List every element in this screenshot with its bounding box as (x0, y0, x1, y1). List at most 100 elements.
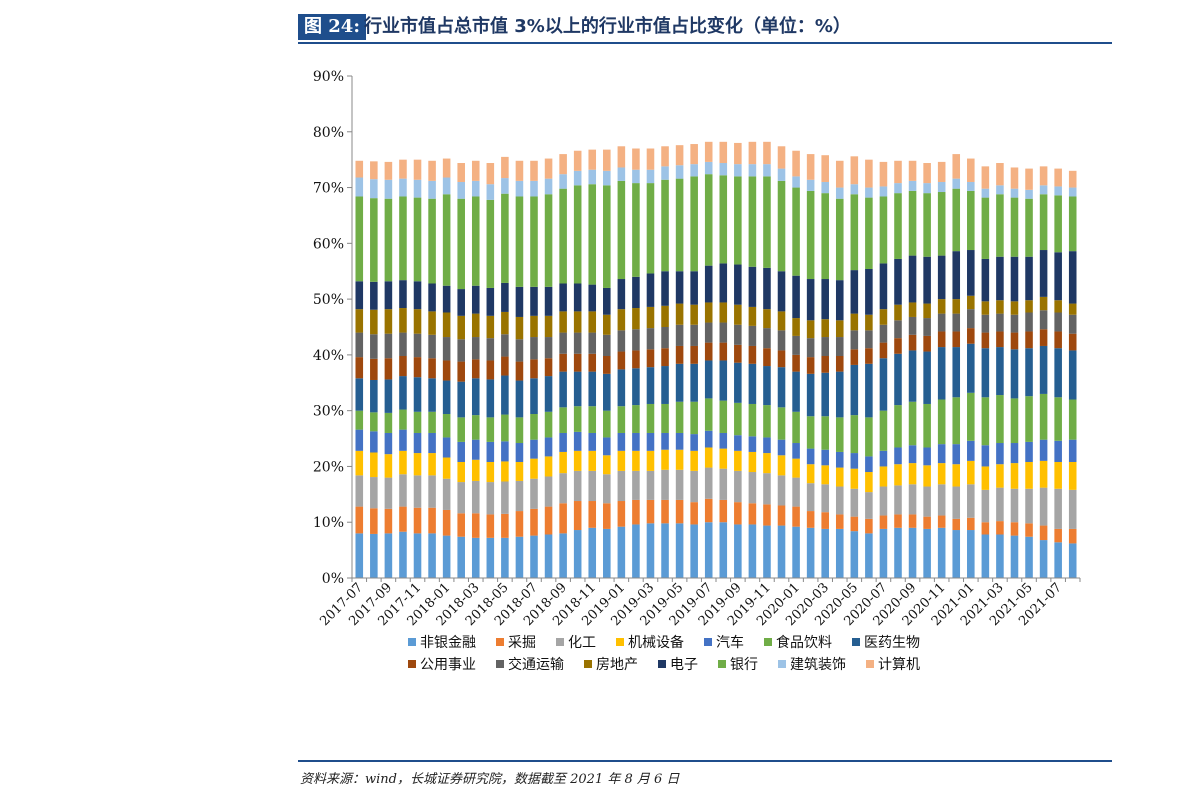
bar-segment (559, 154, 567, 175)
bar-segment (501, 481, 509, 514)
bar-segment (923, 465, 931, 487)
bar-segment (588, 527, 597, 578)
bar-segment (501, 178, 509, 194)
bar-segment (646, 328, 655, 350)
bar-segment (763, 525, 771, 578)
bar-segment (981, 314, 990, 333)
bar-segment (544, 534, 553, 578)
bar-segment (1039, 194, 1048, 251)
bar-segment (355, 160, 364, 178)
bar-segment (850, 453, 859, 469)
bar-segment (661, 348, 669, 367)
bar-segment (632, 350, 640, 369)
bar-segment (457, 536, 465, 578)
bar-segment (937, 181, 946, 193)
bar-segment (632, 148, 640, 170)
bar-segment (850, 415, 859, 454)
bar-segment (661, 403, 669, 433)
bar-segment (1039, 393, 1048, 440)
bar-segment (908, 463, 917, 485)
bar-segment (588, 371, 597, 407)
bar-segment (1039, 487, 1048, 526)
legend-swatch (496, 660, 504, 668)
bar-segment (1068, 399, 1077, 440)
bar-segment (675, 303, 684, 325)
bar-segment (603, 503, 611, 529)
bar-segment (763, 348, 771, 367)
bar-segment (544, 437, 553, 457)
bar-segment (428, 160, 436, 181)
bar-segment (399, 280, 407, 309)
bar-segment (399, 429, 407, 451)
bar-segment (748, 524, 757, 578)
bar-segment (894, 193, 902, 259)
legend-swatch (408, 638, 416, 646)
bar-segment (355, 450, 364, 476)
bar-segment (734, 176, 742, 265)
legend-swatch (616, 638, 624, 646)
bar-segment (865, 533, 873, 578)
bar-segment (967, 295, 975, 310)
bar-segment (879, 186, 888, 197)
bar-segment (457, 461, 465, 483)
bar-segment (1039, 540, 1048, 578)
bar-segment (661, 146, 669, 167)
bar-segment (428, 311, 436, 335)
bar-segment (413, 453, 422, 476)
bar-segment (1025, 189, 1033, 199)
bar-segment (559, 432, 567, 452)
bar-segment (617, 351, 626, 370)
bar-segment (690, 144, 698, 165)
legend-swatch (852, 638, 860, 646)
bar-segment (763, 309, 771, 329)
bar-segment (486, 360, 495, 380)
bar-segment (1025, 198, 1033, 257)
bar-segment (748, 472, 757, 504)
bar-segment (530, 508, 538, 536)
bar-segment (471, 180, 480, 197)
bar-segment (690, 450, 698, 471)
bar-segment (806, 190, 815, 280)
bar-segment (1054, 168, 1062, 187)
bar-segment (355, 475, 364, 507)
bar-segment (821, 155, 829, 182)
y-tick-label: 50% (313, 292, 344, 308)
bar-segment (428, 180, 436, 199)
bar-segment (835, 280, 844, 321)
bar-segment (792, 477, 800, 507)
bar-segment (1010, 522, 1019, 536)
bar-segment (937, 313, 946, 332)
bar-segment (704, 322, 713, 343)
bar-segment (879, 528, 888, 578)
bar-segment (384, 358, 393, 380)
bar-segment (865, 363, 873, 418)
bar-segment (792, 150, 800, 177)
bar-segment (806, 416, 815, 449)
bar-segment (559, 451, 567, 474)
bar-segment (792, 443, 800, 459)
bar-segment (763, 473, 771, 505)
y-tick-label: 90% (313, 69, 344, 85)
bar-segment (690, 324, 698, 346)
bar-segment (734, 402, 742, 436)
bar-segment (748, 503, 757, 525)
bar-segment (777, 475, 786, 506)
bar-segment (879, 410, 888, 451)
bar-segment (486, 417, 495, 442)
bar-segment (763, 141, 771, 165)
bar-segment (777, 367, 786, 408)
bar-segment (515, 196, 524, 287)
bar-segment (399, 450, 407, 475)
legend-label: 公用事业 (420, 657, 476, 673)
bar-segment (879, 466, 888, 487)
bar-segment (821, 512, 829, 529)
bar-segment (952, 178, 961, 189)
bar-segment (908, 514, 917, 528)
bar-segment (428, 475, 436, 508)
bar-segment (835, 486, 844, 515)
bar-segment (981, 197, 990, 259)
bar-segment (1039, 329, 1048, 346)
bar-segment (471, 196, 480, 286)
bar-segment (370, 477, 378, 509)
bar-segment (370, 161, 378, 180)
